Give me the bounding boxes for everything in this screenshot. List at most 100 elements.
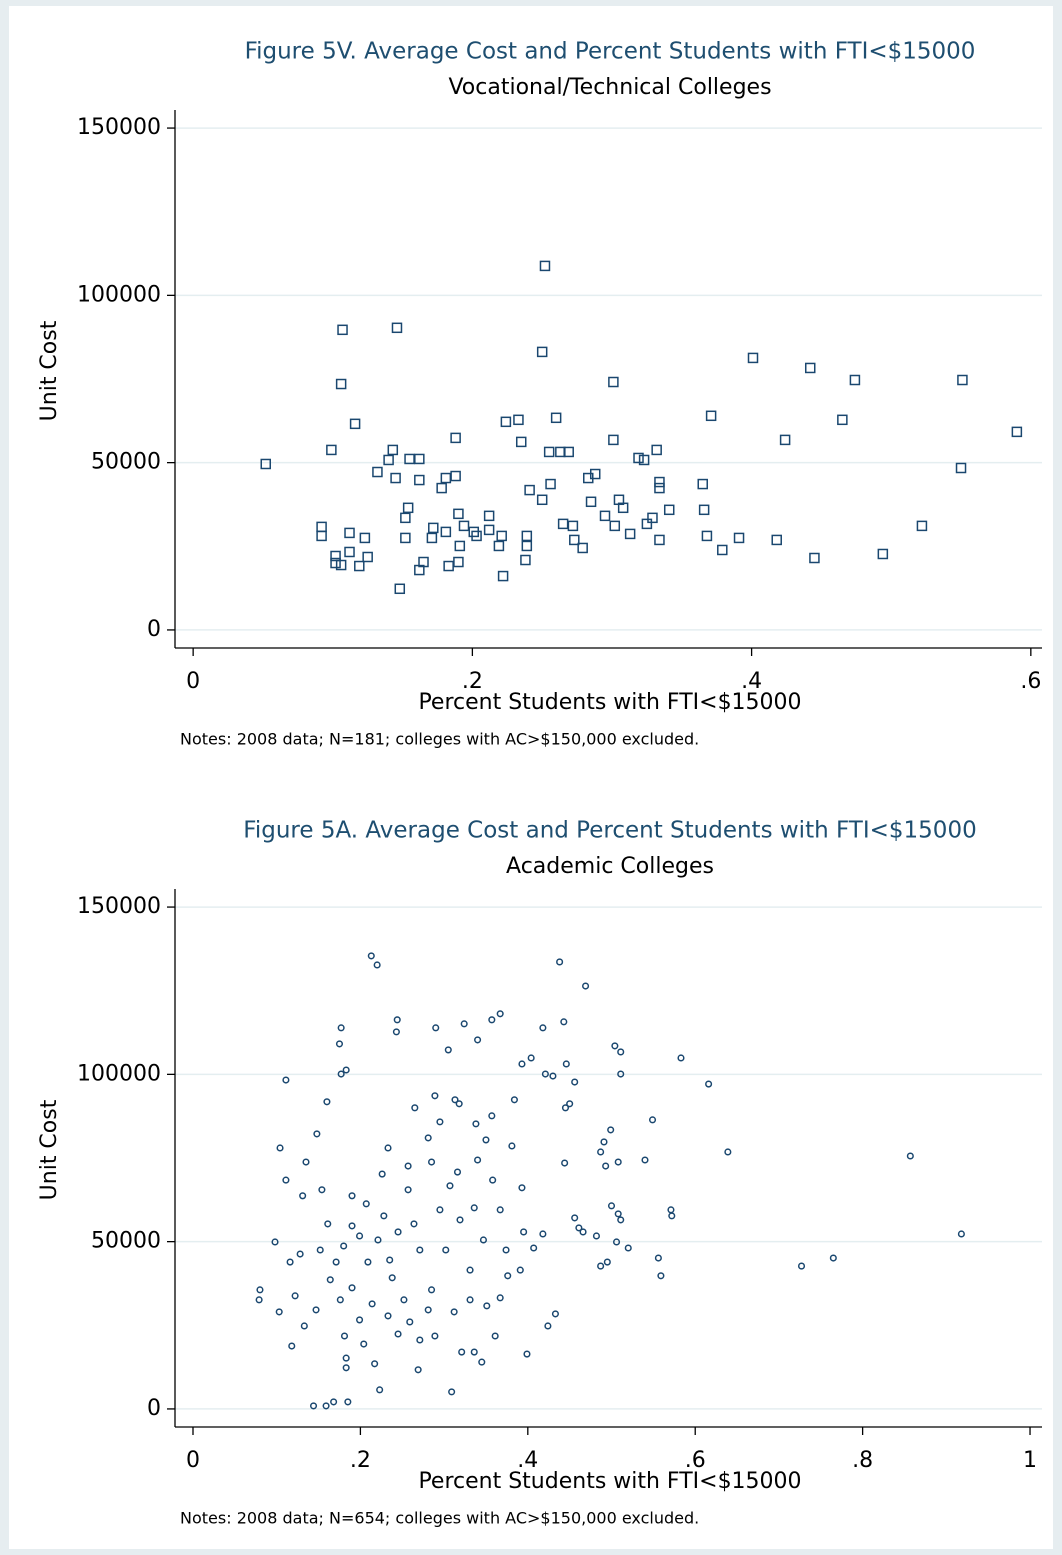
point (496, 1010, 504, 1018)
point (705, 1080, 713, 1088)
point (374, 1236, 382, 1244)
point (597, 1262, 605, 1270)
point (579, 1228, 587, 1236)
point (500, 416, 512, 428)
y-axis-label: Unit Cost (37, 1099, 62, 1200)
point (677, 1054, 685, 1062)
point (539, 1230, 547, 1238)
y-tick-label: 150000 (77, 115, 161, 140)
point (400, 1296, 408, 1304)
point (520, 1228, 528, 1236)
point (483, 510, 495, 522)
y-axis-label: Unit Cost (37, 320, 62, 421)
point (410, 1220, 418, 1228)
point (496, 1206, 504, 1214)
point (906, 1152, 914, 1160)
point (458, 1348, 466, 1356)
point (483, 524, 495, 536)
point (466, 1266, 474, 1274)
chart-subtitle: Vocational/Technical Colleges (448, 75, 771, 100)
point (488, 1112, 496, 1120)
point (654, 534, 665, 546)
point (400, 512, 411, 524)
point (276, 1144, 284, 1152)
point (436, 482, 447, 494)
point (489, 1176, 497, 1184)
point (384, 1312, 392, 1320)
point (698, 504, 710, 516)
point (544, 1322, 552, 1330)
x-tick-label: .2 (350, 1448, 371, 1473)
point (521, 540, 533, 552)
point (364, 1258, 372, 1266)
point (567, 520, 579, 532)
point (561, 1159, 569, 1167)
point (326, 1276, 334, 1284)
x-tick-label: 0 (186, 669, 200, 694)
point (488, 1016, 496, 1024)
panel (9, 6, 1053, 1549)
point (617, 1216, 625, 1224)
point (442, 1246, 450, 1254)
point (779, 434, 791, 446)
point (549, 1072, 557, 1080)
y-tick-label: 50000 (91, 450, 161, 475)
point (617, 1048, 625, 1056)
point (916, 520, 928, 532)
point (877, 548, 889, 560)
point (368, 1300, 376, 1308)
point (657, 1272, 665, 1280)
y-tick-label: 100000 (77, 282, 161, 307)
point (426, 532, 438, 544)
point (624, 1244, 632, 1252)
point (344, 527, 355, 539)
point (371, 1360, 379, 1368)
point (496, 1294, 504, 1302)
point (460, 1020, 468, 1028)
point (563, 446, 574, 458)
point (504, 1272, 512, 1280)
point (386, 1256, 394, 1264)
point (651, 444, 662, 456)
point (332, 1258, 340, 1266)
point (648, 1116, 657, 1124)
point (424, 1306, 432, 1314)
point (342, 1354, 350, 1362)
point (378, 1170, 386, 1178)
point (286, 1258, 294, 1266)
point (450, 432, 461, 444)
point (608, 434, 619, 446)
point (404, 1162, 412, 1170)
point (515, 436, 527, 448)
point (440, 526, 452, 538)
point (312, 1306, 320, 1314)
point (402, 502, 414, 514)
point (633, 452, 644, 464)
point (296, 1250, 304, 1258)
point (701, 530, 713, 542)
point (404, 453, 415, 465)
point (600, 1138, 608, 1146)
x-axis-label: Percent Students with FTI<$15000 (418, 690, 801, 715)
x-tick-label: .8 (852, 1448, 873, 1473)
point (400, 532, 411, 544)
point (603, 1258, 611, 1266)
point (518, 1060, 526, 1068)
point (313, 1130, 321, 1138)
point (362, 551, 373, 563)
point (356, 1316, 364, 1324)
point (957, 374, 968, 386)
point (470, 1204, 478, 1212)
point (424, 1134, 432, 1142)
point (569, 534, 580, 546)
point (444, 1046, 452, 1054)
point (582, 982, 590, 990)
point (335, 559, 347, 571)
point (513, 414, 524, 426)
point (335, 378, 347, 390)
point (543, 446, 555, 458)
point (414, 474, 425, 486)
point (360, 1340, 368, 1348)
point (309, 1402, 318, 1410)
